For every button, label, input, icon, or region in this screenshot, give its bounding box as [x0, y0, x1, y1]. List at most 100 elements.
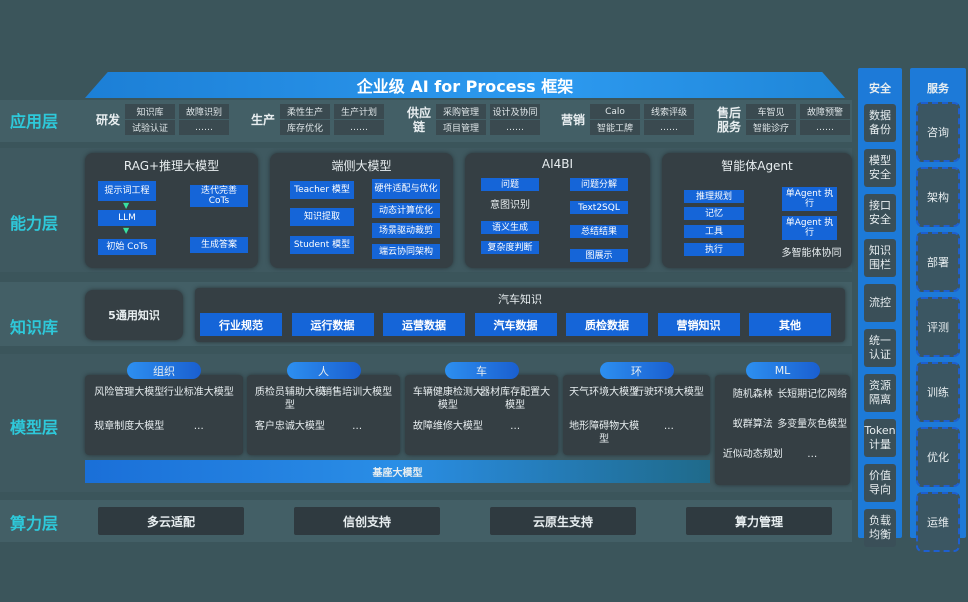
app-item[interactable]: 项目管理 — [436, 120, 486, 135]
security-item: 资源隔离 — [864, 374, 896, 412]
model-group-pill: 人 — [286, 362, 361, 379]
knowledge-item[interactable]: 质检数据 — [566, 313, 648, 336]
arrow-down-icon: ▼ — [123, 226, 130, 235]
layer-label-knowledge: 知识库 — [10, 318, 59, 337]
ai4bi-item: 图展示 — [570, 249, 628, 262]
app-item[interactable]: 故障识别 — [179, 104, 229, 119]
compute-item: 云原生支持 — [490, 507, 636, 535]
model-item: … — [193, 421, 204, 432]
security-title: 安全 — [869, 82, 891, 95]
model-item: 规章制度大模型 — [94, 421, 165, 432]
agent-item: 执行 — [684, 243, 744, 256]
rag-title: RAG+推理大模型 — [123, 159, 220, 173]
app-item[interactable]: 车智见 — [746, 104, 796, 119]
app-item[interactable]: 故障预警 — [800, 104, 850, 119]
model-item: 故障维修大模型 — [412, 421, 483, 432]
ai4bi-item: 总结结果 — [570, 225, 628, 238]
services-title: 服务 — [927, 82, 949, 95]
model-item: … — [352, 421, 363, 432]
service-item: 咨询 — [916, 102, 960, 162]
edge-item: 知识提取 — [290, 208, 354, 226]
app-item[interactable]: …… — [179, 120, 229, 135]
security-item: 模型安全 — [864, 149, 896, 187]
edge-item: Teacher 模型 — [290, 181, 354, 199]
agent-item: 工具 — [684, 225, 744, 238]
model-item: 车辆健康检测大模型 — [412, 387, 483, 411]
model-item: 销售培训大模型 — [322, 387, 393, 398]
edge-item: Student 模型 — [290, 236, 354, 254]
app-group: 供应链 采购管理 项目管理 设计及协同…… — [406, 104, 540, 135]
security-item: 流控 — [864, 284, 896, 322]
app-item[interactable]: 智能工牌 — [590, 120, 640, 135]
app-item[interactable]: 采购管理 — [436, 104, 486, 119]
model-group-panel — [405, 375, 558, 455]
model-item: 风险管理大模型 — [94, 387, 165, 398]
edge-panel: 端侧大模型 Teacher 模型 知识提取 Student 模型 硬件适配与优化… — [270, 153, 453, 268]
app-group: 售后服务 车智见 智能诊疗 故障预警…… — [716, 104, 850, 135]
app-item[interactable]: Calo — [590, 104, 640, 119]
security-panel: 安全 数据备份 模型安全 接口安全 知识围栏 流控 统一认证 资源隔离 Token计量 价值导向… — [858, 68, 902, 547]
security-item: 价值导向 — [864, 464, 896, 502]
knowledge-item[interactable]: 营销知识 — [657, 313, 740, 336]
arrow-down-icon: ▼ — [123, 201, 130, 210]
rag-item: 迭代完善 CoTs — [190, 185, 248, 207]
app-item[interactable]: 试验认证 — [125, 120, 175, 135]
security-item: 统一认证 — [864, 329, 896, 367]
model-group-panel — [563, 375, 710, 455]
agent-panel: 智能体Agent 推理规划 记忆 工具 执行 单Agent 执行 单Agent … — [662, 153, 852, 268]
app-item[interactable]: 智能诊疗 — [746, 120, 796, 135]
agent-item: 单Agent 执行 — [782, 216, 837, 240]
layer-label-compute: 算力层 — [10, 514, 59, 533]
model-item: 行业标准大模型 — [163, 387, 234, 398]
service-item: 部署 — [916, 232, 960, 292]
edge-item: 动态计算优化 — [372, 203, 440, 218]
model-group-pill: ML — [745, 362, 820, 379]
compute-item: 信创支持 — [294, 507, 440, 535]
model-group-pill: 车 — [444, 362, 519, 379]
model-item: … — [807, 449, 818, 460]
model-group-pill: 环 — [599, 362, 674, 379]
model-item: 客户忠诚大模型 — [254, 421, 325, 432]
app-item[interactable]: …… — [490, 120, 540, 135]
app-item[interactable]: …… — [644, 120, 694, 135]
rag-item: LLM — [98, 210, 156, 226]
knowledge-item[interactable]: 汽车数据 — [474, 313, 557, 336]
agent-item: 单Agent 执行 — [782, 187, 837, 211]
ai4bi-item: 意图识别 — [490, 200, 530, 211]
app-item[interactable]: 柔性生产 — [280, 104, 330, 119]
model-item: 近似动态规划 — [722, 449, 783, 460]
app-item[interactable]: 生产计划 — [334, 104, 384, 119]
app-item[interactable]: 设计及协同 — [490, 104, 540, 119]
app-item[interactable]: …… — [800, 120, 850, 135]
app-item[interactable]: …… — [334, 120, 384, 135]
layer-label-capability: 能力层 — [10, 214, 59, 233]
app-item[interactable]: 线索评级 — [644, 104, 694, 119]
model-item: 质检员辅助大模型 — [254, 387, 325, 411]
knowledge-item[interactable]: 运营数据 — [383, 313, 465, 336]
ai4bi-panel: AI4BI 问题 意图识别 语义生成 复杂度判断 问题分解 Text2SQL 总… — [465, 153, 650, 268]
app-item[interactable]: 知识库 — [125, 104, 175, 119]
model-item: 多变量灰色模型 — [777, 419, 848, 430]
model-item: 蚁群算法 — [732, 419, 773, 430]
service-item: 评测 — [916, 297, 960, 357]
service-item: 优化 — [916, 427, 960, 487]
model-group-panel — [715, 375, 850, 485]
app-group-name: 营销 — [560, 112, 585, 127]
services-panel: 服务 咨询 架构 部署 评测 训练 优化 运维 — [910, 68, 966, 552]
ai4bi-item: 问题分解 — [570, 178, 628, 191]
agent-item: 记忆 — [684, 207, 744, 220]
compute-item: 多云适配 — [98, 507, 244, 535]
app-group: 研发 知识库 试验认证 故障识别…… — [95, 104, 229, 135]
edge-item: 硬件适配与优化 — [372, 179, 440, 199]
app-item[interactable]: 库存优化 — [280, 120, 330, 135]
knowledge-item[interactable]: 运行数据 — [291, 313, 374, 336]
knowledge-item[interactable]: 其他 — [749, 313, 831, 336]
security-item: 负载均衡 — [864, 509, 896, 547]
rag-item: 生成答案 — [190, 237, 248, 253]
service-item: 架构 — [916, 167, 960, 227]
model-item: 随机森林 — [732, 389, 773, 400]
security-item: 数据备份 — [864, 104, 896, 142]
model-item: 器材库存配置大模型 — [480, 387, 551, 411]
knowledge-item[interactable]: 行业规范 — [200, 313, 282, 336]
model-item: 长短期记忆网络 — [777, 389, 848, 400]
